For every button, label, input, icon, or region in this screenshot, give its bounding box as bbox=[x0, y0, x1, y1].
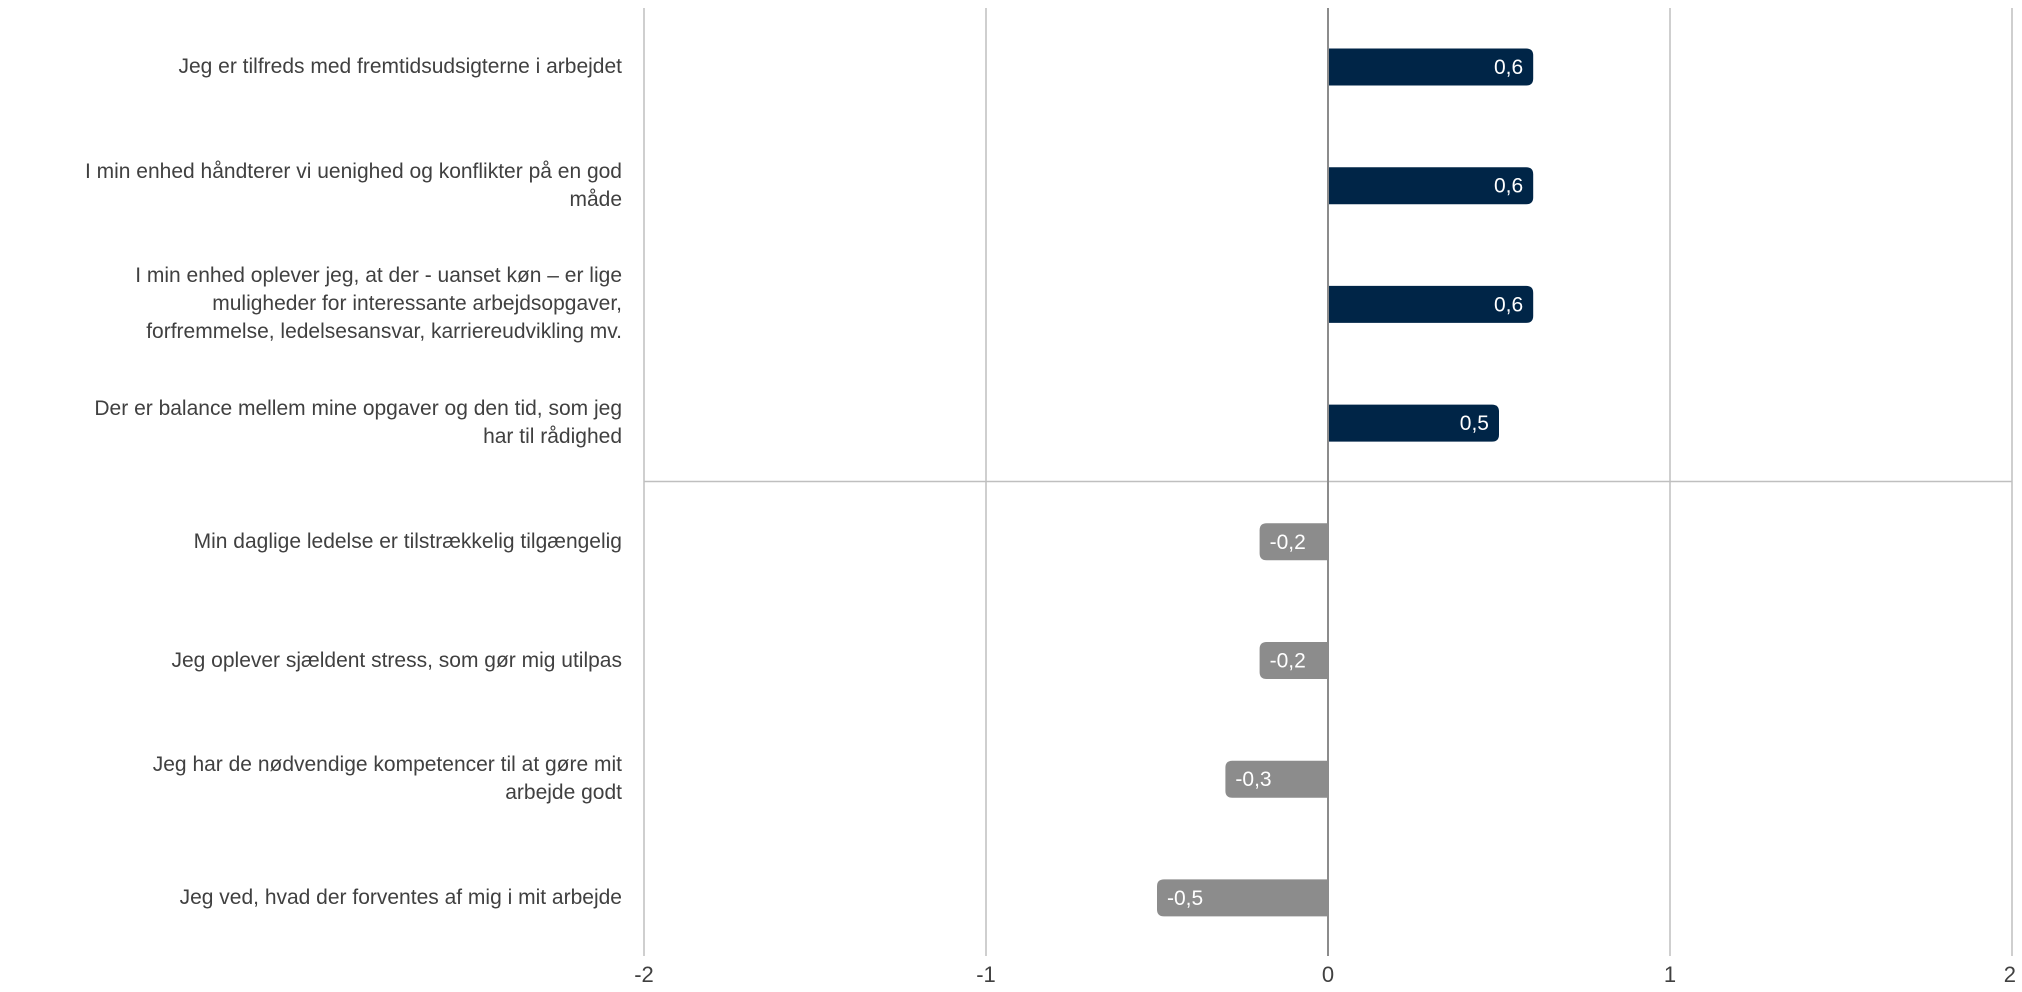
bar-4 bbox=[1259, 523, 1328, 561]
category-label-7: Jeg ved, hvad der forventes af mig i mit… bbox=[179, 885, 622, 909]
bar-3 bbox=[1328, 404, 1499, 442]
category-label-4: Min daglige ledelse er tilstrækkelig til… bbox=[193, 529, 622, 553]
category-label-5: Jeg oplever sjældent stress, som gør mig… bbox=[171, 648, 622, 672]
data-label-6: -0,3 bbox=[1235, 768, 1271, 791]
data-label-2: 0,6 bbox=[1494, 293, 1523, 316]
x-tick-label-2: 0 bbox=[1322, 962, 1334, 987]
bar-0 bbox=[1328, 48, 1534, 86]
data-label-7: -0,5 bbox=[1167, 887, 1203, 910]
category-label-3: Der er balance mellem mine opgaver og de… bbox=[94, 397, 622, 449]
x-tick-label-0: -2 bbox=[634, 962, 654, 987]
data-label-0: 0,6 bbox=[1494, 56, 1523, 79]
data-label-1: 0,6 bbox=[1494, 175, 1523, 198]
x-tick-label-3: 1 bbox=[1664, 962, 1676, 987]
category-label-2: I min enhed oplever jeg, at der - uanset… bbox=[135, 264, 622, 344]
bar-1 bbox=[1328, 167, 1534, 205]
data-label-3: 0,5 bbox=[1460, 412, 1489, 435]
bar-5 bbox=[1259, 642, 1328, 679]
bar-2 bbox=[1328, 285, 1534, 323]
data-label-4: -0,2 bbox=[1270, 531, 1306, 554]
x-tick-label-1: -1 bbox=[976, 962, 996, 987]
x-tick-label-4: 2 bbox=[2004, 962, 2016, 987]
bar-6 bbox=[1225, 760, 1328, 798]
data-label-5: -0,2 bbox=[1270, 650, 1306, 673]
bar-7 bbox=[1157, 879, 1328, 917]
category-label-1: I min enhed håndterer vi uenighed og kon… bbox=[84, 159, 622, 211]
category-label-0: Jeg er tilfreds med fremtidsudsigterne i… bbox=[178, 55, 622, 78]
category-label-6: Jeg har de nødvendige kompetencer til at… bbox=[152, 753, 622, 805]
